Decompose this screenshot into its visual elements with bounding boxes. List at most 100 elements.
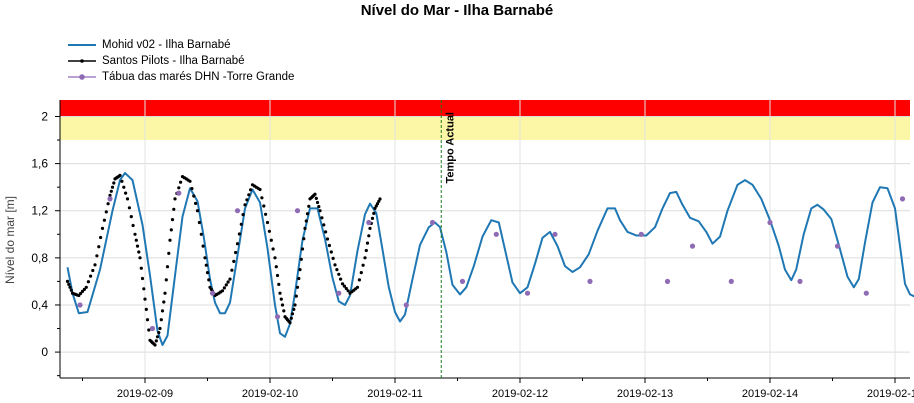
santos-point: [344, 286, 348, 291]
santos-point: [365, 241, 370, 245]
dhn-point: [863, 290, 869, 296]
santos-point: [89, 274, 93, 278]
santos-point: [331, 256, 335, 260]
santos-point: [224, 283, 228, 287]
santos-point: [333, 263, 337, 267]
threshold-bands: [60, 100, 910, 141]
santos-point: [122, 185, 126, 189]
legend-dot-line-icon: [68, 59, 96, 63]
dhn-point: [234, 208, 241, 214]
santos-point: [262, 204, 266, 208]
dhn-point: [587, 278, 593, 284]
santos-point: [93, 263, 97, 267]
dhn-point: [336, 290, 342, 296]
santos-point: [133, 232, 137, 236]
santos-point: [95, 254, 99, 258]
santos-point: [373, 206, 377, 210]
santos-point: [207, 278, 211, 282]
chart-title: Nível do Mar - Ilha Barnabé: [360, 2, 554, 19]
santos-point: [173, 197, 177, 201]
dhn-point: [834, 243, 841, 249]
santos-point: [239, 222, 243, 226]
santos-point: [303, 226, 307, 230]
y-tick-label: 2: [41, 109, 48, 123]
santos-point: [118, 173, 122, 177]
santos-point: [335, 268, 339, 272]
santos-point: [346, 289, 350, 293]
dhn-point: [403, 302, 409, 308]
santos-point: [163, 291, 167, 295]
santos-point: [300, 247, 305, 251]
santos-point: [282, 309, 286, 313]
santos-point: [168, 238, 172, 242]
santos-point: [135, 244, 140, 248]
santos-point: [190, 187, 194, 191]
santos-point: [197, 220, 201, 225]
santos-point: [289, 316, 293, 320]
santos-point: [80, 289, 85, 293]
santos-point: [153, 343, 157, 347]
y-tick-label: 1,2: [31, 204, 48, 218]
santos-point: [293, 303, 297, 307]
santos-point: [318, 209, 322, 213]
santos-point: [378, 197, 382, 201]
santos-point: [79, 291, 83, 296]
threshold-band-0: [60, 100, 910, 117]
legend-item-dhn[interactable]: Tábua das marés DHN -Torre Grande: [68, 69, 294, 85]
santos-point: [232, 259, 236, 263]
santos-point: [134, 238, 138, 242]
dhn-point: [77, 302, 83, 308]
legend-label-santos: Santos Pilots - Ilha Barnabé: [102, 55, 245, 67]
santos-point: [106, 202, 110, 206]
santos-point: [127, 206, 131, 210]
series-line-mohid: [66, 172, 914, 346]
santos-point: [355, 285, 360, 289]
x-tick-label: 2019-02-14: [742, 388, 798, 400]
santos-point: [367, 234, 371, 238]
santos-point: [144, 307, 148, 311]
santos-point: [278, 291, 282, 295]
santos-point: [264, 212, 268, 216]
santos-point: [368, 226, 372, 230]
santos-point: [69, 288, 73, 292]
santos-point: [104, 210, 108, 214]
santos-point: [230, 268, 234, 272]
dhn-point: [552, 231, 558, 237]
axes: 0 0,4 0,8 1,2 1,6 2 2019-02-09 2019-02-10 2019-0…: [31, 100, 914, 400]
legend-item-santos[interactable]: Santos Pilots - Ilha Barnabé: [68, 53, 294, 69]
dhn-point: [274, 314, 281, 320]
dhn-point: [149, 325, 156, 332]
santos-point: [265, 220, 270, 225]
x-tick-label: 2019-02-12: [492, 388, 548, 400]
santos-point: [337, 272, 341, 276]
santos-point: [359, 271, 363, 275]
santos-point: [327, 243, 331, 248]
santos-point: [241, 213, 245, 217]
santos-point: [322, 223, 326, 227]
santos-point: [342, 284, 346, 288]
santos-point: [222, 286, 226, 290]
dhn-point: [493, 231, 499, 237]
dhn-point: [459, 278, 466, 284]
santos-point: [110, 185, 115, 189]
santos-point: [172, 207, 176, 211]
santos-point: [302, 237, 306, 241]
santos-point: [277, 282, 281, 286]
santos-point: [237, 232, 241, 236]
y-axis-label: Nível do mar [m]: [3, 196, 17, 284]
dhn-point: [689, 243, 696, 249]
santos-point: [320, 216, 324, 220]
series-layer: [65, 172, 914, 347]
legend-line-icon: [68, 44, 96, 46]
santos-point: [372, 211, 376, 215]
santos-point: [305, 212, 310, 216]
x-tick-label: 2019-02-13: [617, 388, 673, 400]
santos-point: [314, 196, 318, 200]
santos-point: [124, 191, 128, 195]
santos-point: [275, 273, 280, 278]
legend-item-mohid[interactable]: Mohid v02 - Ilha Barnabé: [68, 37, 294, 53]
now-marker-label: Tempo Actual: [444, 112, 456, 184]
legend-marker-icon: [68, 74, 96, 80]
legend-label-mohid: Mohid v02 - Ilha Barnabé: [102, 39, 231, 51]
x-tick-label: 2019-02-09: [117, 388, 173, 400]
